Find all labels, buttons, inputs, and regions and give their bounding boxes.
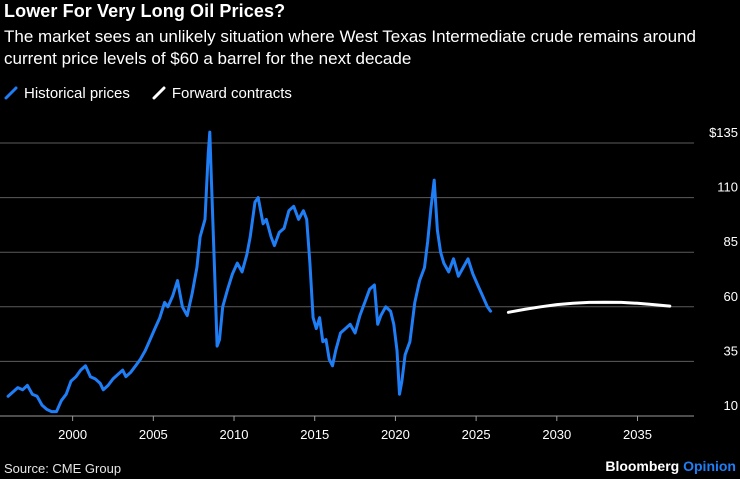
chart-title: Lower For Very Long Oil Prices? (4, 1, 286, 21)
brand-logo: Bloomberg Opinion (605, 458, 736, 474)
x-tick-label-2010: 2010 (220, 427, 249, 442)
x-tick-label-2005: 2005 (139, 427, 168, 442)
y-tick-label-110: 110 (717, 180, 738, 195)
x-tick-label-2030: 2030 (542, 427, 571, 442)
series-line-forward (506, 300, 672, 314)
y-tick-label-135: $135 (709, 125, 738, 140)
x-tick-label-2000: 2000 (58, 427, 87, 442)
legend-swatch-historical (4, 86, 18, 100)
x-tick-label-2025: 2025 (462, 427, 491, 442)
y-tick-label-60: 60 (724, 289, 738, 304)
legend-label-historical: Historical prices (24, 84, 130, 102)
x-tick-label-2015: 2015 (300, 427, 329, 442)
brand-name: Bloomberg (605, 458, 680, 474)
legend-label-forward: Forward contracts (171, 84, 292, 102)
source-note: Source: CME Group (4, 461, 122, 476)
legend-item-historical: Historical prices (4, 85, 130, 102)
y-tick-label-10: 10 (724, 398, 738, 413)
y-tick-label-85: 85 (724, 234, 738, 249)
chart-subtitle: The market sees an unlikely situation wh… (4, 27, 696, 68)
legend: Historical prices Forward contracts (4, 84, 314, 102)
legend-item-forward: Forward contracts (152, 85, 292, 102)
x-tick-label-2020: 2020 (381, 427, 410, 442)
y-tick-label-35: 35 (724, 343, 738, 358)
legend-swatch-forward (152, 86, 166, 100)
x-tick-label-2035: 2035 (623, 427, 652, 442)
series-line-historical (6, 130, 493, 414)
brand-suffix: Opinion (683, 458, 736, 474)
